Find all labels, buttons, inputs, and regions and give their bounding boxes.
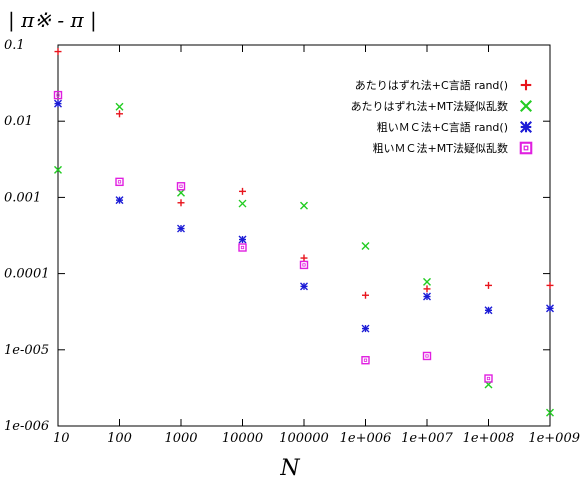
data-point (53, 90, 63, 100)
data-point (546, 304, 554, 313)
data-points (53, 48, 554, 417)
data-point (299, 260, 309, 270)
data-point (54, 165, 62, 174)
data-point (238, 199, 247, 208)
data-point (423, 277, 431, 286)
data-point (361, 324, 370, 333)
data-point (484, 374, 493, 383)
legend-marker (520, 79, 532, 91)
data-point (54, 48, 62, 56)
data-point (238, 235, 247, 244)
legend-label: 粗いＭＣ法+C言語 rand() (377, 120, 508, 134)
series-2 (54, 102, 554, 417)
data-point (300, 201, 308, 210)
data-point (422, 351, 432, 361)
y-tick-label: 0.1 (4, 38, 25, 53)
data-point (485, 281, 492, 289)
axis-ticks: 10 100 1000 10000 100000 1e+006 1e+007 1e+008 1e… (4, 38, 580, 446)
data-point (115, 196, 124, 205)
series-3 (54, 99, 554, 333)
legend-swatch (520, 121, 532, 133)
y-tick-label: 1e-005 (4, 343, 49, 358)
y-tick-label: 0.001 (4, 190, 41, 205)
data-point (361, 242, 370, 251)
x-tick-label: 1000 (164, 431, 197, 446)
data-point (238, 243, 247, 252)
x-tick-label: 1e+008 (463, 431, 515, 446)
x-axis-label: N (279, 456, 300, 481)
data-point (239, 187, 246, 195)
legend-label: あたりはずれ法+C言語 rand() (355, 78, 508, 92)
x-tick-label: 1e+006 (340, 431, 392, 446)
data-point (484, 306, 493, 315)
data-point (115, 102, 124, 111)
data-point (300, 282, 308, 291)
y-tick-label: 0.0001 (4, 267, 50, 282)
data-point (54, 99, 62, 108)
legend: あたりはずれ法+C言語 rand() あたりはずれ法+MT法疑似乱数粗いＭＣ法+C… (351, 78, 533, 155)
legend-item: あたりはずれ法+C言語 rand() (355, 78, 532, 92)
legend-item: 粗いＭＣ法+MT法疑似乱数 (373, 141, 533, 155)
data-point (546, 408, 554, 417)
data-point (423, 285, 431, 293)
x-tick-label: 1e+009 (528, 431, 580, 446)
data-point (546, 281, 554, 289)
y-tick-label: 1e-006 (4, 419, 49, 434)
legend-label: あたりはずれ法+MT法疑似乱数 (351, 99, 508, 113)
data-point (177, 224, 185, 233)
legend-item: あたりはずれ法+MT法疑似乱数 (351, 99, 532, 113)
legend-swatch (520, 79, 532, 91)
data-point (300, 254, 308, 262)
data-point (361, 356, 370, 365)
x-tick-label: 100000 (279, 431, 329, 446)
y-axis-label: | π※ - π | (8, 8, 97, 33)
data-point (177, 199, 185, 207)
series-1 (54, 48, 554, 299)
series-4 (53, 90, 493, 383)
data-point (176, 182, 186, 191)
legend-marker (520, 100, 532, 112)
legend-label: 粗いＭＣ法+MT法疑似乱数 (373, 141, 508, 155)
legend-item: 粗いＭＣ法+C言語 rand() (377, 120, 532, 134)
legend-swatch (520, 100, 532, 112)
data-point (362, 291, 369, 299)
x-tick-label: 10 (53, 431, 70, 446)
x-tick-label: 100 (107, 431, 132, 446)
legend-swatch (519, 141, 533, 155)
y-tick-label: 0.01 (4, 114, 33, 129)
x-tick-label: 1e+007 (401, 431, 453, 446)
data-point (423, 292, 431, 301)
legend-marker (520, 121, 532, 133)
x-tick-label: 10000 (222, 431, 263, 446)
data-point (116, 110, 123, 118)
legend-marker (519, 141, 533, 155)
data-point (115, 177, 124, 187)
